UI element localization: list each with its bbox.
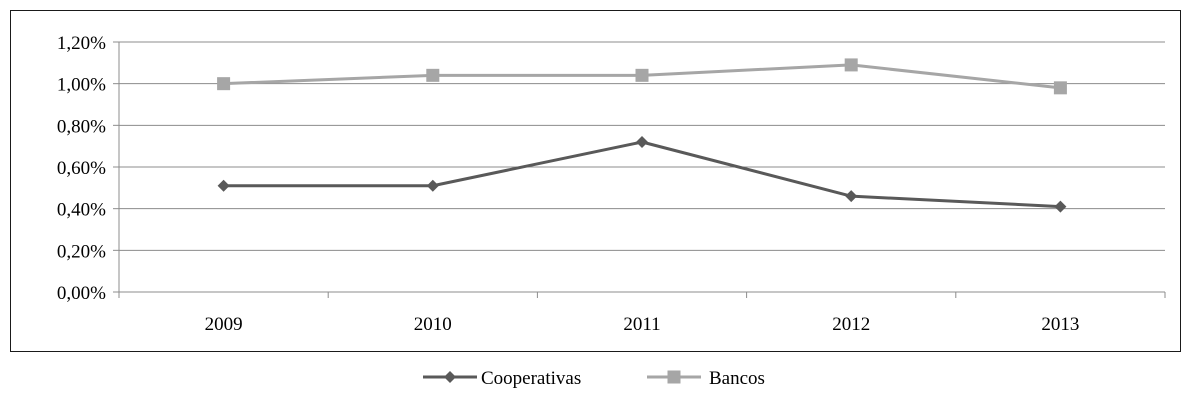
legend-marker bbox=[667, 370, 681, 384]
y-tick-label: 0,20% bbox=[57, 241, 106, 262]
y-tick-label: 0,80% bbox=[57, 116, 106, 137]
data-point-cooperativas bbox=[845, 190, 858, 203]
x-tick-label: 2010 bbox=[414, 314, 452, 335]
data-point-bancos bbox=[217, 77, 231, 91]
chart-area bbox=[10, 10, 1181, 352]
data-point-cooperativas bbox=[1054, 200, 1067, 213]
x-tick-label: 2012 bbox=[832, 314, 870, 335]
series-line-cooperativas bbox=[223, 140, 1061, 209]
x-tick-label: 2011 bbox=[623, 314, 660, 335]
y-tick-label: 1,00% bbox=[57, 75, 106, 96]
legend-item-bancos: Bancos bbox=[647, 368, 765, 389]
data-point-cooperativas bbox=[636, 136, 648, 148]
data-point-cooperativas bbox=[217, 179, 230, 192]
legend-label: Bancos bbox=[709, 368, 765, 389]
line-chart: 0,00% 0,20% 0,40% 0,60% 0,80% 1,00% 1,20% 2009 2… bbox=[57, 33, 1166, 335]
data-point-bancos bbox=[426, 68, 440, 82]
y-tick-label: 1,20% bbox=[57, 33, 106, 54]
legend-marker bbox=[444, 371, 456, 383]
legend-label: Cooperativas bbox=[481, 368, 581, 389]
data-point-bancos bbox=[635, 68, 649, 82]
chart-legend: Cooperativas Bancos bbox=[423, 368, 765, 389]
x-tick-label: 2013 bbox=[1041, 314, 1079, 335]
y-tick-label: 0,00% bbox=[57, 283, 106, 304]
y-tick-label: 0,40% bbox=[57, 200, 106, 221]
data-point-cooperativas bbox=[426, 179, 439, 192]
x-tick-label: 2009 bbox=[205, 314, 243, 335]
data-point-bancos bbox=[1053, 81, 1067, 95]
data-point-bancos bbox=[844, 58, 858, 72]
y-tick-label: 0,60% bbox=[57, 158, 106, 179]
legend-item-cooperativas: Cooperativas bbox=[423, 368, 581, 389]
